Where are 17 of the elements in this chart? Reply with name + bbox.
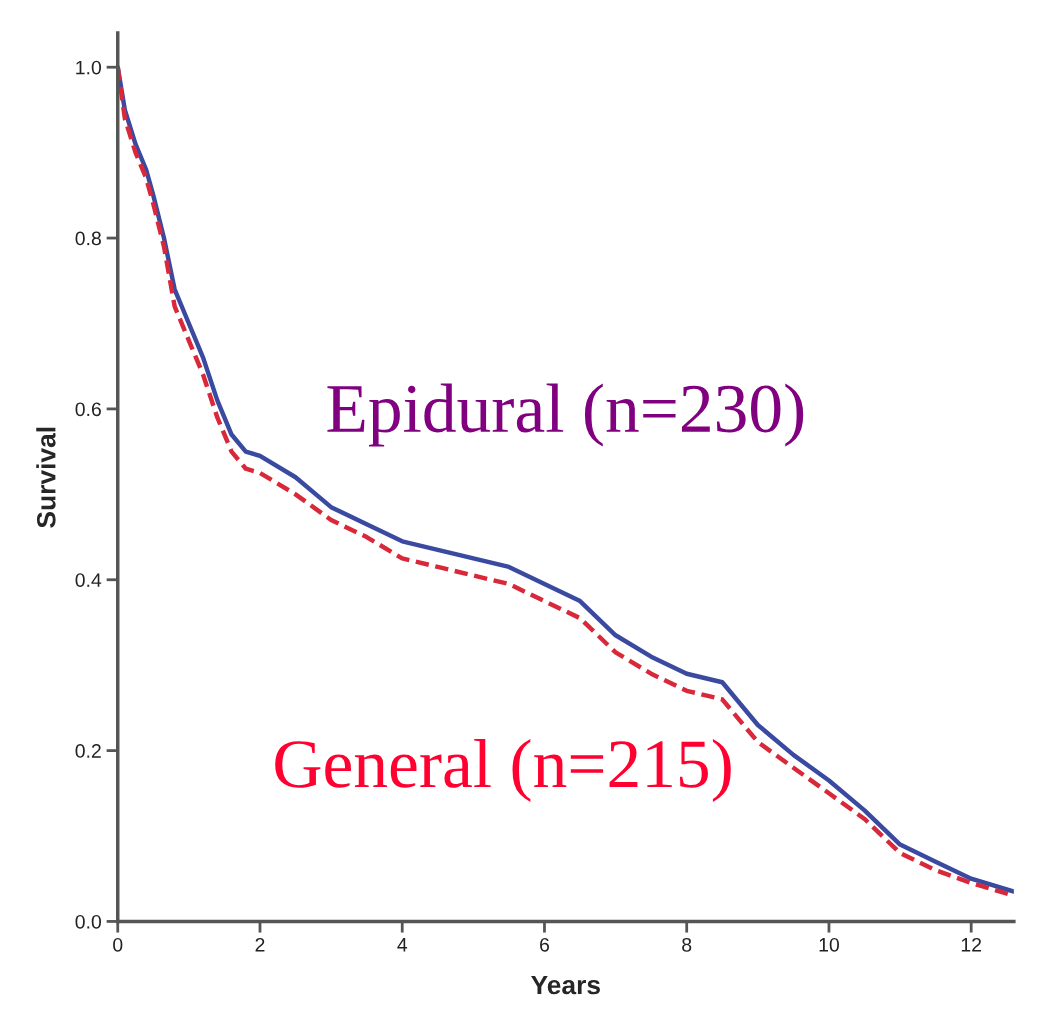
y-tick-label: 0.4 <box>75 573 102 587</box>
series-label: Epidural (n=230) <box>327 383 804 447</box>
x-axis-title: Years <box>531 975 600 995</box>
series-label: General (n=215) <box>275 738 731 802</box>
x-tick-label: 12 <box>961 937 982 952</box>
y-tick-label: 0.8 <box>75 231 101 246</box>
y-tick-label: 0.6 <box>75 402 101 417</box>
y-axis-title: Survival <box>36 427 56 528</box>
x-tick-label: 6 <box>540 937 550 952</box>
y-tick-label: 0.2 <box>75 744 101 758</box>
x-tick-label: 10 <box>819 937 840 952</box>
x-tick-label: 4 <box>397 938 408 952</box>
x-tick-label: 0 <box>113 937 123 952</box>
x-tick-label: 2 <box>255 937 265 952</box>
x-tick-label: 8 <box>682 937 692 952</box>
y-tick-label: 0.0 <box>75 914 102 929</box>
y-tick-label: 1.0 <box>76 60 102 75</box>
